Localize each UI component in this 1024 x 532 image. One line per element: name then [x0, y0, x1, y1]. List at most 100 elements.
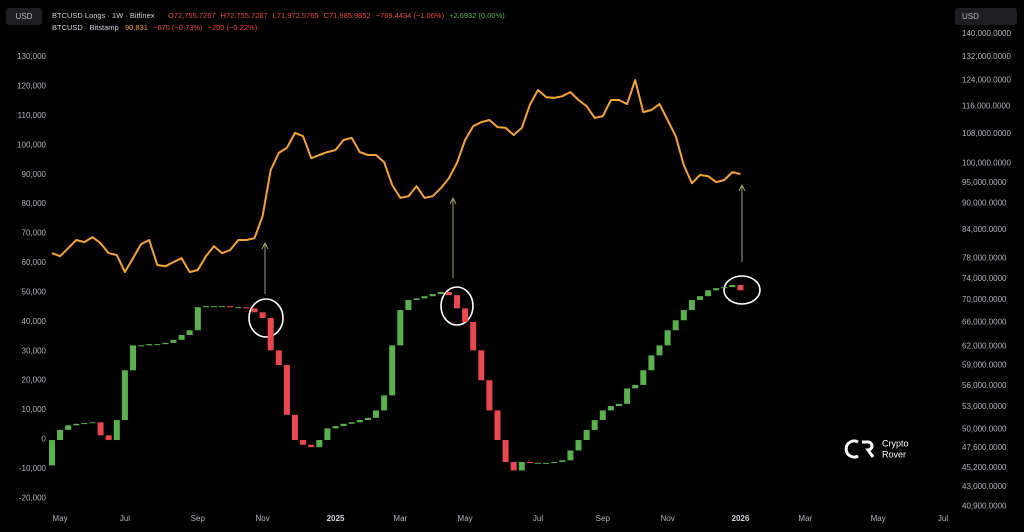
candle — [89, 422, 96, 424]
candle — [697, 296, 703, 301]
price-readout: −670 (−0.73%) — [153, 23, 203, 32]
x-tick-label: Sep — [191, 514, 206, 523]
candle — [170, 339, 177, 343]
candle — [178, 335, 185, 340]
candle — [324, 428, 331, 441]
price-line — [51, 79, 741, 274]
price-readout: 90,831 — [125, 23, 148, 32]
y2-tick-label: 70,000.0000 — [962, 295, 1007, 304]
candle — [130, 345, 136, 371]
price-readout: −200 (−0.22%) — [208, 23, 258, 32]
x-tick-label: Nov — [660, 514, 674, 523]
y-tick-label: -10,000 — [19, 464, 47, 473]
candle — [729, 284, 736, 288]
candle — [65, 425, 72, 430]
y-tick-label: 10,000 — [22, 405, 47, 414]
candle — [219, 306, 226, 308]
candle — [429, 294, 436, 297]
x-tick-label: Sep — [596, 514, 611, 523]
candle — [202, 306, 209, 308]
candle — [607, 406, 614, 411]
candle — [543, 462, 550, 464]
candle — [705, 290, 712, 297]
y2-tick-label: 74,000.0000 — [962, 274, 1007, 283]
candle — [640, 370, 647, 385]
y-tick-label: 50,000 — [22, 287, 47, 296]
left-unit: USD — [16, 12, 33, 21]
candle — [559, 460, 566, 462]
candle — [567, 450, 574, 461]
candle — [283, 364, 290, 415]
annotations — [248, 183, 761, 338]
candle — [49, 440, 55, 466]
candle — [275, 350, 282, 365]
candle — [259, 312, 266, 318]
candle — [300, 440, 307, 445]
y-tick-label: 120,000 — [17, 82, 46, 91]
candle — [470, 322, 477, 351]
candle — [672, 320, 679, 331]
candle — [737, 284, 744, 291]
watermark-text: Rover — [882, 449, 906, 459]
unit-box — [6, 8, 42, 25]
candle — [454, 295, 460, 309]
candle — [397, 310, 404, 346]
unit-box — [955, 8, 1017, 25]
candle — [348, 422, 355, 424]
ohlc-readout: L71,972.5765 — [273, 11, 319, 20]
right-unit: USD — [962, 12, 979, 21]
x-tick-label: 2026 — [732, 514, 750, 523]
candle — [308, 444, 315, 448]
candle — [632, 384, 639, 389]
y-tick-label: 40,000 — [22, 317, 47, 326]
arrow-head — [261, 241, 269, 250]
highlight-circle — [440, 286, 474, 326]
candle — [648, 355, 655, 371]
candle — [713, 288, 720, 291]
y-tick-label: 20,000 — [22, 376, 47, 385]
y2-tick-label: 43,000.0000 — [962, 482, 1007, 491]
candle — [186, 330, 193, 336]
candle — [267, 317, 274, 351]
candle — [97, 422, 104, 436]
candle — [154, 344, 161, 346]
candle — [57, 429, 64, 441]
y2-tick-label: 50,000.0000 — [962, 424, 1007, 433]
candle — [405, 300, 412, 311]
candle — [292, 414, 298, 441]
y-tick-label: 70,000 — [22, 229, 47, 238]
candle — [227, 306, 234, 308]
candle — [332, 426, 339, 429]
candle — [316, 440, 323, 448]
highlight-circle — [248, 298, 284, 338]
candle — [381, 395, 388, 411]
candle — [113, 420, 120, 441]
ohlc-readout: O72,755.7267 — [168, 11, 216, 20]
candle — [162, 342, 169, 345]
x-tick-label: Mar — [393, 514, 407, 523]
y2-tick-label: 47,600.0000 — [962, 443, 1007, 452]
y2-tick-label: 95,000.0000 — [962, 178, 1007, 187]
y-tick-label: 30,000 — [22, 346, 47, 355]
candle — [518, 461, 525, 471]
y2-tick-label: 45,200.0000 — [962, 463, 1007, 472]
candle — [243, 307, 250, 309]
candle — [526, 461, 533, 463]
candle — [105, 435, 112, 441]
candle — [462, 308, 469, 323]
x-tick-label: Jul — [938, 514, 948, 523]
y2-tick-label: 78,000.0000 — [962, 254, 1007, 263]
candle — [599, 410, 606, 421]
x-tick-label: Mar — [798, 514, 812, 523]
y2-tick-label: 62,000.0000 — [962, 342, 1007, 351]
candle — [486, 380, 493, 411]
candle — [616, 403, 622, 407]
y-tick-label: 80,000 — [22, 199, 47, 208]
y-tick-label: 110,000 — [18, 111, 47, 120]
candle — [121, 370, 128, 421]
candle — [373, 410, 379, 418]
candle — [356, 420, 363, 423]
series-name: BTCUSD Longs · 1W · Bitfinex — [52, 11, 155, 20]
